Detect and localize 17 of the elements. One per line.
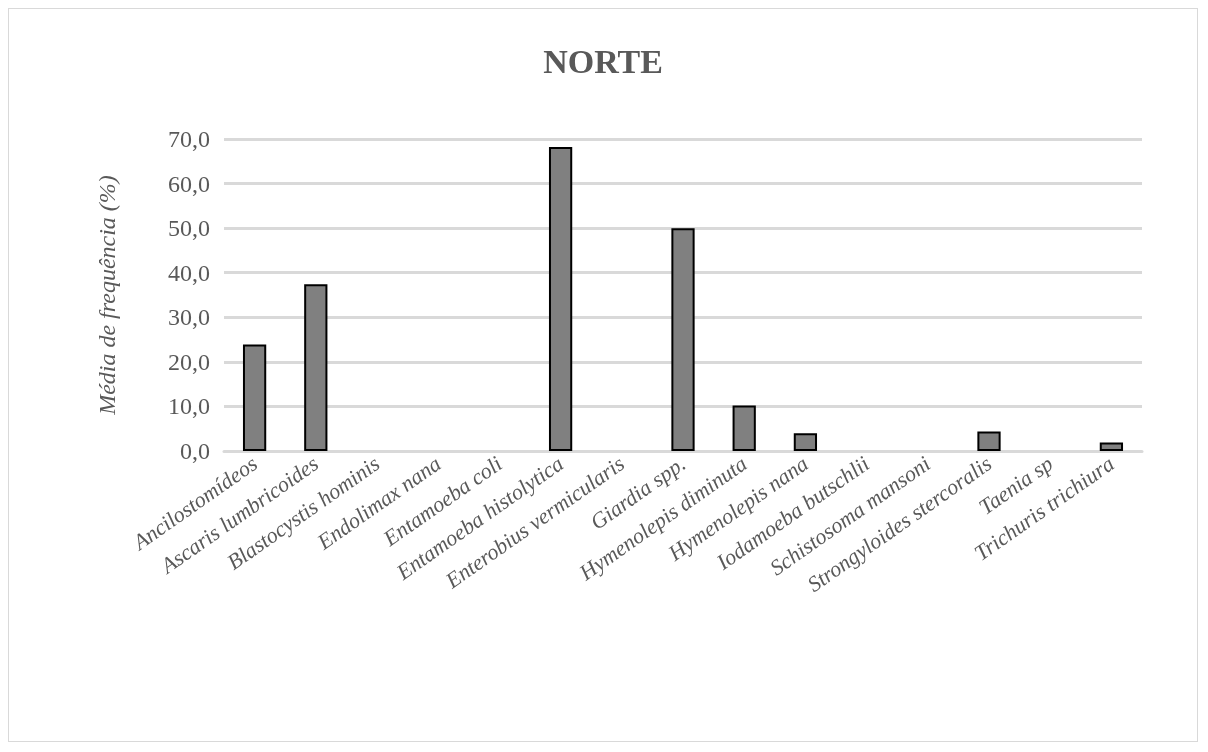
bar [732,405,756,451]
bar [1099,442,1124,451]
y-tick-label: 40,0 [168,259,210,286]
bar [548,147,573,451]
bar [977,431,1001,451]
y-tick-label: 30,0 [168,304,210,331]
y-axis-title: Média de frequência (%) [94,175,120,416]
y-tick-label: 10,0 [168,393,210,420]
y-tick-label: 50,0 [168,215,210,242]
y-tick-label: 20,0 [168,348,210,375]
bar [242,344,267,451]
bar [793,433,818,451]
chart-title: NORTE [543,42,663,80]
bar [671,228,695,451]
y-tick-label: 60,0 [168,170,210,197]
y-tick-label: 70,0 [168,126,210,152]
bar [304,284,328,451]
